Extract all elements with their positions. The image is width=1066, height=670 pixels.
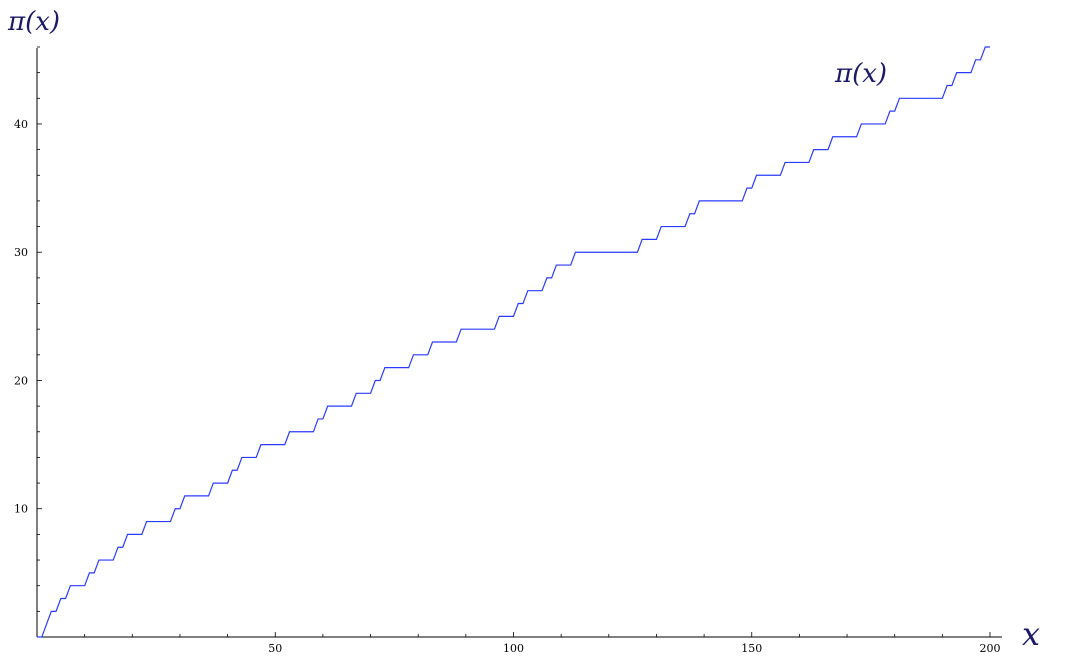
axes xyxy=(36,48,1002,638)
y-ticks: 10 20 30 40 xyxy=(14,46,42,612)
y-tick-label: 10 xyxy=(14,503,28,516)
series-label: π(x) xyxy=(834,59,887,89)
x-tick-label: 50 xyxy=(268,642,282,655)
y-tick-label: 30 xyxy=(14,246,28,259)
x-tick-label: 100 xyxy=(503,642,524,655)
y-axis-title: π(x) xyxy=(7,7,60,37)
y-tick-label: 40 xyxy=(14,118,28,131)
x-tick-label: 150 xyxy=(741,642,762,655)
x-tick-label: 200 xyxy=(980,642,1001,655)
series-line-pi xyxy=(37,46,990,638)
y-tick-label: 20 xyxy=(14,374,28,387)
x-ticks: 50 100 150 200 xyxy=(84,632,1001,655)
x-axis-title: x xyxy=(1022,615,1040,653)
